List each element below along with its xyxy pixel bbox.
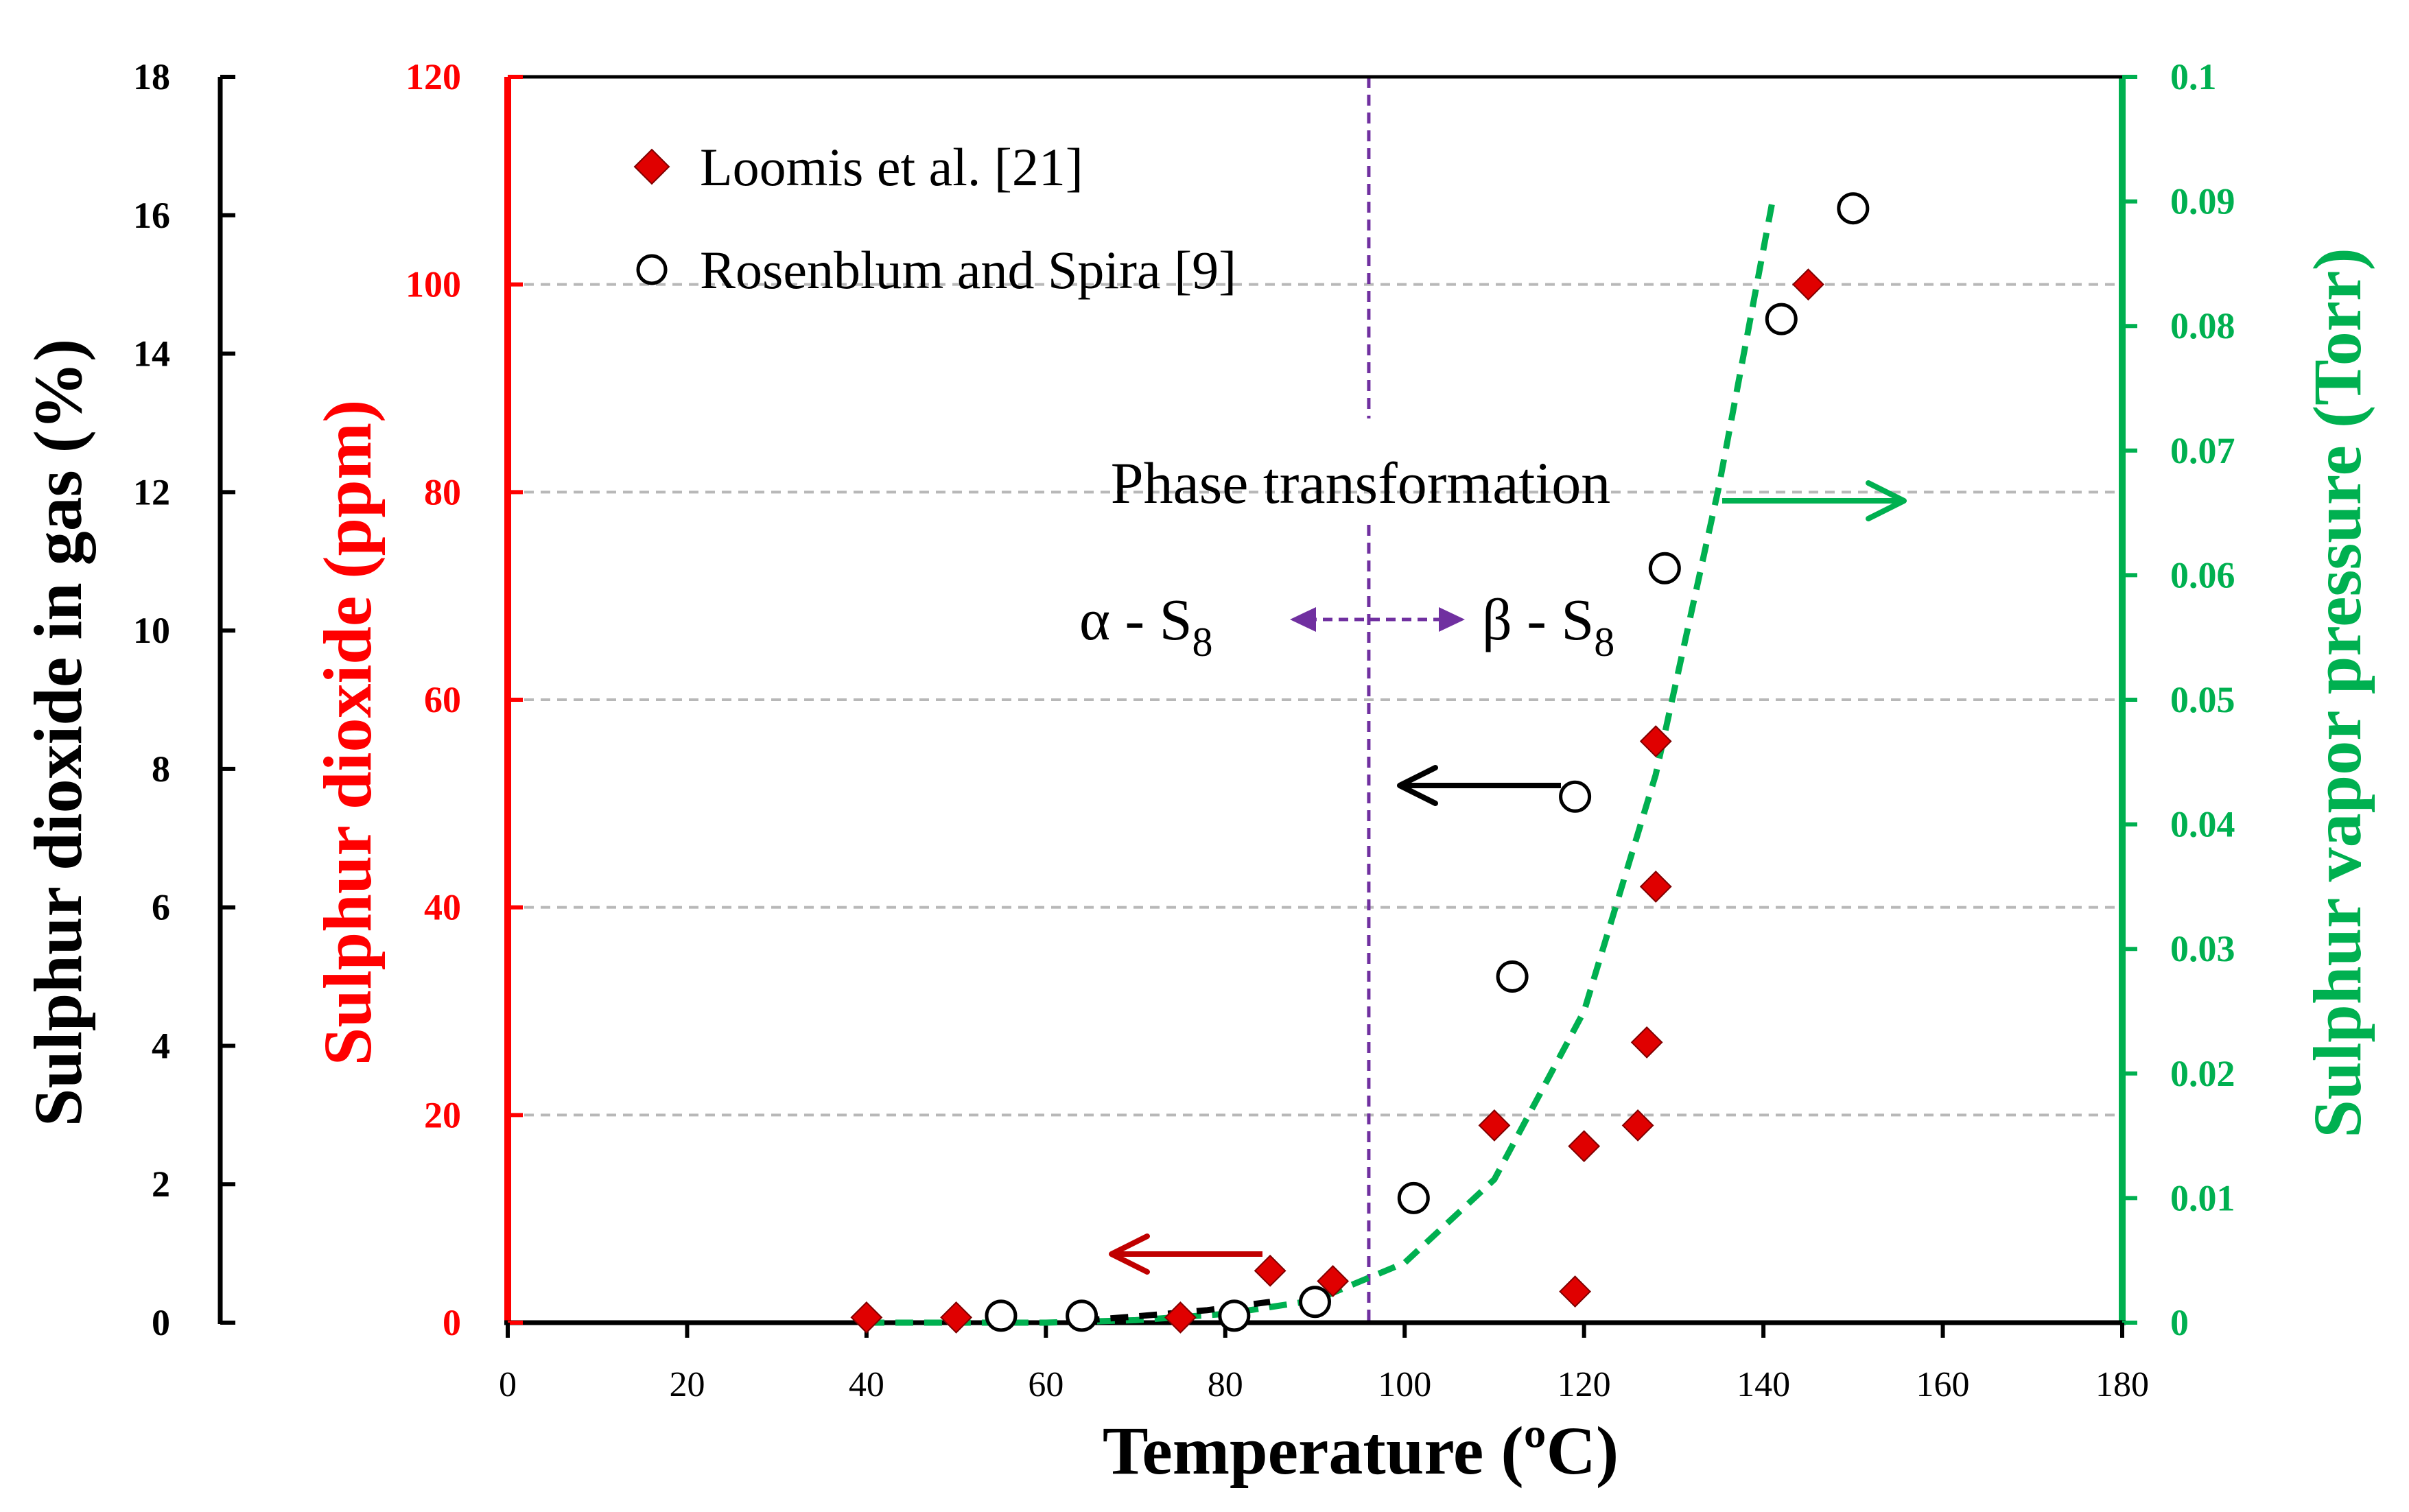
right-tick-label: 0.1 (2170, 56, 2217, 97)
diamond-marker (1792, 268, 1824, 301)
x-tick-label: 40 (849, 1365, 884, 1404)
axes (218, 75, 2137, 1338)
circle-marker (1765, 303, 1798, 335)
outer-left-tick-label: 10 (133, 610, 170, 651)
outer-left-tick-label: 6 (152, 887, 170, 928)
right-tick-label: 0.06 (2170, 554, 2235, 595)
left-tick-label: 60 (424, 679, 461, 720)
circle-marker (1648, 552, 1681, 584)
beta-s8-label: β - S8 (1482, 587, 1614, 665)
x-tick-label: 20 (669, 1365, 705, 1404)
legend-label-loomis: Loomis et al. [21] (700, 137, 1083, 197)
outer-left-axis-title: Sulphur dioxide in gas (%) (20, 339, 96, 1127)
circle-marker (1066, 1299, 1098, 1332)
diamond-marker (940, 1301, 973, 1334)
left-axis-title: Sulphur dioxide (ppm) (309, 400, 386, 1066)
left-tick-label: 80 (424, 471, 461, 512)
right-tick-label: 0.03 (2170, 928, 2235, 969)
green-arrow-head (1866, 480, 1907, 521)
legend-circle-marker (636, 254, 668, 285)
outer-left-tick-label: 14 (133, 333, 170, 375)
left-tick-label: 20 (424, 1094, 461, 1135)
circle-marker (985, 1299, 1018, 1332)
phase-transformation-label: Phase transformation (1111, 450, 1610, 516)
left-tick-label: 100 (406, 264, 461, 305)
x-tick-label: 160 (1916, 1365, 1970, 1404)
x-tick-label: 180 (2095, 1365, 2149, 1404)
right-tick-label: 0.08 (2170, 305, 2235, 346)
axis-arrows (1109, 480, 1907, 1275)
diamond-marker (1639, 725, 1672, 757)
diamond-marker (850, 1301, 883, 1334)
legend: Loomis et al. [21] Rosenblum and Spira [… (633, 137, 1236, 300)
outer-left-tick-label: 12 (133, 471, 170, 512)
phase-transition-line (1290, 77, 1465, 1323)
outer-left-tick-label: 2 (152, 1163, 170, 1205)
right-axis-title: Sulphur vapor pressure (Torr) (2299, 248, 2375, 1138)
circle-marker (1837, 192, 1870, 225)
alpha-s8-label: α - S8 (1079, 587, 1213, 665)
circle-marker (1559, 780, 1592, 813)
diamond-marker (1164, 1301, 1197, 1334)
diamond-marker (1568, 1130, 1601, 1163)
diamond-marker (1559, 1275, 1592, 1308)
x-tick-label: 60 (1028, 1365, 1064, 1404)
right-tick-label: 0.04 (2170, 804, 2235, 845)
svg-text:β - S8: β - S8 (1482, 587, 1614, 665)
right-tick-label: 0.09 (2170, 181, 2235, 222)
circle-marker (1299, 1286, 1331, 1319)
diamond-marker (1630, 1026, 1663, 1059)
phase-arrow-head-right (1439, 607, 1465, 632)
svg-text:α - S8: α - S8 (1079, 587, 1213, 665)
red-arrow-head (1109, 1233, 1150, 1275)
x-tick-label: 80 (1208, 1365, 1243, 1404)
diamond-marker (1254, 1254, 1286, 1287)
right-tick-label: 0 (2170, 1302, 2189, 1343)
dashed-curve-2 (866, 200, 1776, 1326)
outer-left-tick-label: 16 (133, 195, 170, 236)
legend-label-rosenblum: Rosenblum and Spira [9] (700, 240, 1236, 300)
diamond-marker (1478, 1109, 1511, 1142)
left-tick-label: 40 (424, 887, 461, 928)
diamond-marker (1621, 1109, 1654, 1142)
x-tick-label: 140 (1737, 1365, 1790, 1404)
left-tick-label: 120 (406, 56, 461, 97)
right-tick-label: 0.01 (2170, 1177, 2235, 1218)
right-tick-label: 0.02 (2170, 1053, 2235, 1094)
tick-labels: 02468101214161802040608010012000.010.020… (133, 56, 2235, 1404)
data-markers (850, 192, 1870, 1334)
beta-s8-text: β - S (1482, 587, 1594, 652)
beta-s8-subscript: 8 (1594, 619, 1614, 665)
legend-diamond-marker (633, 148, 670, 185)
right-tick-label: 0.05 (2170, 679, 2235, 720)
left-tick-label: 0 (443, 1302, 461, 1343)
circle-marker (1218, 1299, 1251, 1332)
alpha-s8-subscript: 8 (1192, 619, 1213, 665)
outer-left-tick-label: 18 (133, 56, 170, 97)
phase-arrow-head-left (1290, 607, 1316, 632)
x-axis-title: Temperature (ºC) (1103, 1413, 1619, 1489)
diamond-marker (1639, 870, 1672, 903)
outer-left-tick-label: 4 (152, 1025, 170, 1066)
x-tick-label: 0 (499, 1365, 517, 1404)
right-tick-label: 0.07 (2170, 430, 2235, 471)
x-tick-label: 120 (1558, 1365, 1611, 1404)
x-tick-label: 100 (1378, 1365, 1431, 1404)
outer-left-tick-label: 0 (152, 1302, 170, 1343)
gridlines (508, 283, 2122, 1117)
outer-left-tick-label: 8 (152, 748, 170, 790)
diamond-marker (1317, 1265, 1350, 1297)
circle-marker (1397, 1181, 1430, 1214)
alpha-s8-text: α - S (1079, 587, 1192, 652)
black-arrow-head (1397, 765, 1438, 806)
circle-marker (1496, 960, 1529, 993)
